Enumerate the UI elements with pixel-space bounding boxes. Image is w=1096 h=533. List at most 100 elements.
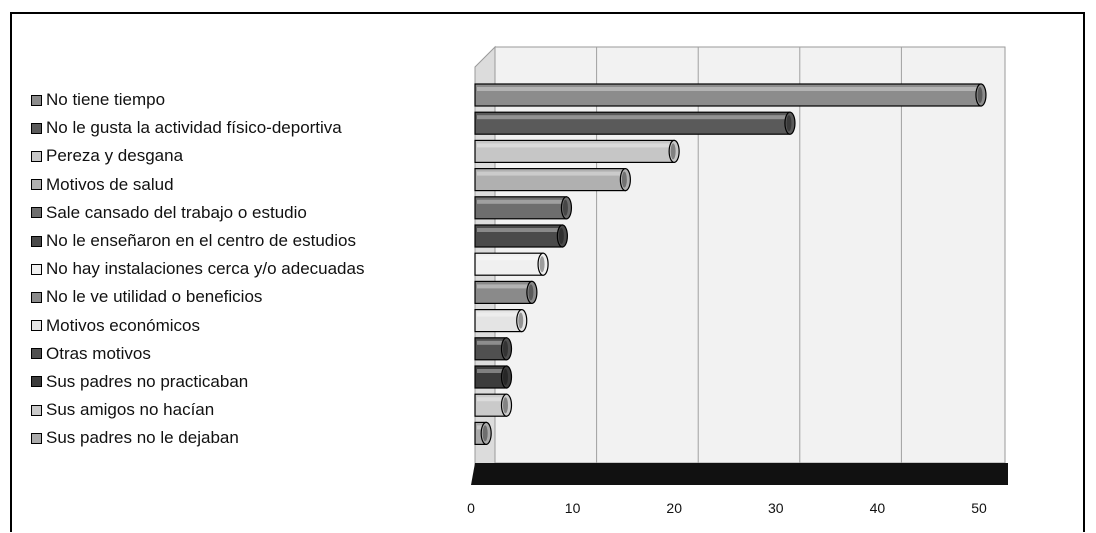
bar [474,252,549,276]
legend-swatch [31,179,42,191]
bar [474,168,631,192]
legend-label: Motivos económicos [46,315,201,335]
bar-highlight [477,171,624,176]
bar-cap [975,83,987,107]
legend-item: Sus padres no le dejaban [31,424,364,452]
bar [474,139,680,163]
bar-cap-shade [528,284,534,301]
chart-frame [10,12,1085,532]
x-tick-label: 40 [870,500,886,516]
legend-item: Sus amigos no hacían [31,396,364,424]
legend-swatch [31,94,42,106]
legend-label: Sus padres no practicaban [46,371,249,391]
legend-label: No le ve utilidad o beneficios [46,287,263,307]
bar-highlight [477,115,788,120]
bar-cap [537,252,549,276]
legend-label: Sale cansado del trabajo o estudio [46,202,307,222]
legend-item: Motivos económicos [31,312,364,340]
bar [474,309,528,333]
bar-cap-shade [502,369,508,385]
bar [474,365,513,389]
legend-label: Pereza y desgana [46,146,184,166]
bar [474,421,492,445]
legend-label: Otras motivos [46,343,151,363]
bar-cap [784,111,796,135]
bar [474,83,987,107]
legend-item: Sus padres no practicaban [31,368,364,396]
bar-cap-shade [670,143,676,160]
bar-cap [480,421,492,445]
legend-swatch [31,376,42,388]
bar-cap [556,224,568,248]
bar-cap [526,280,538,304]
bar-cap-shade [482,425,488,442]
legend-item: No le enseñaron en el centro de estudios [31,227,364,255]
bar [474,280,538,304]
plot-floor [471,463,1008,485]
legend-item: Motivos de salud [31,171,364,199]
chart-legend: No tiene tiempo No le gusta la actividad … [31,86,364,452]
legend-item: No le ve utilidad o beneficios [31,283,364,311]
legend-label: Motivos de salud [46,174,174,194]
legend-swatch [31,263,42,275]
legend-item: Pereza y desgana [31,142,364,170]
legend-label: No le enseñaron en el centro de estudios [46,231,356,251]
bar-cap [500,337,513,361]
bar-cap-shade [562,199,568,216]
bar-cap [516,309,528,333]
bar-cap-shade [502,397,508,414]
bar [474,196,573,220]
x-tick-label: 20 [666,500,682,516]
legend-swatch [31,150,42,162]
legend-swatch [31,432,42,444]
bar-highlight [477,340,505,345]
x-tick-label: 0 [467,500,475,516]
bar-cap [619,168,631,192]
legend-swatch [31,348,42,360]
legend-swatch [31,291,42,303]
bar-highlight [477,312,520,317]
legend-item: Otras motivos [31,340,364,368]
bar-highlight [477,199,565,204]
legend-label: No hay instalaciones cerca y/o adecuadas [46,259,365,279]
bar-highlight [477,425,485,430]
bar-cap-shade [977,87,983,103]
bar-cap-shade [518,312,524,329]
bar-cap [500,393,513,417]
bar-cap-shade [786,115,792,132]
legend-swatch [31,207,42,219]
legend-swatch [31,122,42,134]
bar-highlight [477,228,561,232]
legend-label: No le gusta la actividad físico-deportiv… [46,118,342,138]
legend-label: No tiene tiempo [46,90,166,110]
bar [474,111,796,135]
legend-swatch [31,320,42,332]
bar [474,224,568,248]
legend-item: No tiene tiempo [31,86,364,114]
legend-swatch [31,404,42,416]
legend-item: No le gusta la actividad físico-deportiv… [31,114,364,142]
bar-highlight [477,87,979,91]
bar-highlight [477,143,673,148]
bar [474,337,513,361]
bar-cap [668,139,680,163]
legend-item: No hay instalaciones cerca y/o adecuadas [31,255,364,283]
legend-swatch [31,235,42,247]
bar-cap-shade [502,340,508,357]
x-tick-label: 30 [768,500,784,516]
plot-back-wall [494,46,1006,464]
legend-label: Sus amigos no hacían [46,400,215,420]
bar-cap [500,365,513,389]
bar-highlight [477,369,505,373]
bar-highlight [477,397,505,402]
legend-item: Sale cansado del trabajo o estudio [31,199,364,227]
bar-cap-shade [539,256,545,273]
bar-cap [560,196,573,220]
bar-cap-shade [621,171,627,188]
bar-highlight [477,284,530,289]
bar-highlight [477,256,542,261]
legend-label: Sus padres no le dejaban [46,428,239,448]
x-tick-label: 50 [971,500,987,516]
x-tick-label: 10 [565,500,581,516]
